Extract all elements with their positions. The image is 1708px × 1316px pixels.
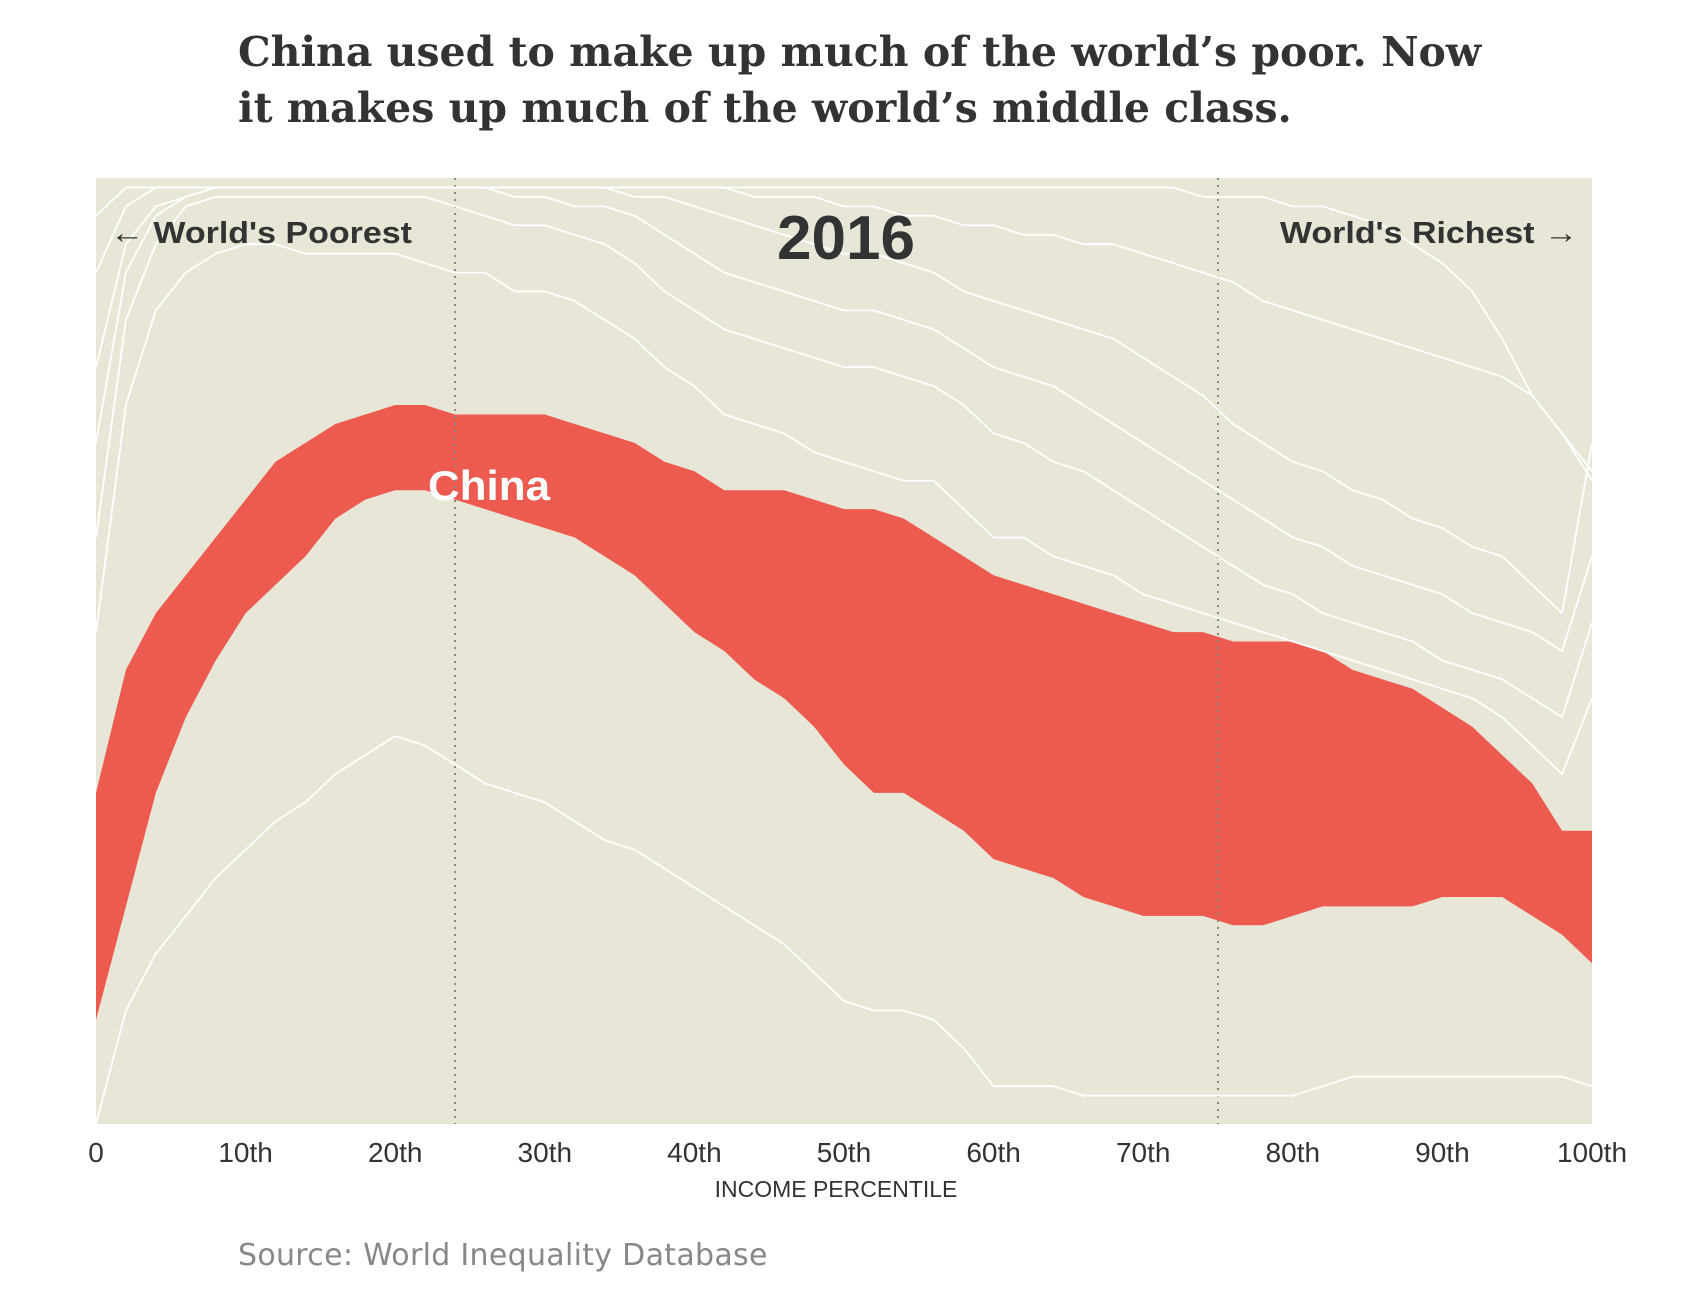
china-band [96, 405, 1592, 1020]
x-tick-label: 10th [218, 1137, 273, 1168]
chart-title-line-2: it makes up much of the world’s middle c… [238, 84, 1292, 132]
series-boundary-line [95, 186, 1593, 482]
x-tick-label: 20th [368, 1137, 423, 1168]
year-label: 2016 [777, 204, 915, 273]
x-tick-label: 0 [88, 1137, 104, 1168]
x-axis-ticks: 0 10th 20th 30th 40th 50th 60th 70th 80th 90th 100… [88, 1137, 1627, 1168]
series-boundary-lines [95, 186, 1593, 1125]
china-series-label: China [428, 462, 551, 509]
series-boundary-line [95, 196, 1593, 719]
series-bands [96, 405, 1592, 1020]
x-tick-label: 100th [1557, 1137, 1627, 1168]
series-boundary-line [95, 735, 1593, 1125]
worlds-richest-label: World's Richest → [1280, 215, 1578, 250]
x-tick-label: 40th [667, 1137, 722, 1168]
x-tick-label: 70th [1116, 1137, 1171, 1168]
chart-title: China used to make up much of the world’… [238, 24, 1482, 136]
x-tick-label: 60th [966, 1137, 1021, 1168]
worlds-poorest-label: ← World's Poorest [110, 215, 412, 250]
x-tick-label: 80th [1266, 1137, 1321, 1168]
series-boundary-line [95, 243, 1593, 775]
source-note: Source: World Inequality Database [238, 1238, 768, 1273]
x-tick-label: 50th [817, 1137, 872, 1168]
x-tick-label: 30th [518, 1137, 573, 1168]
x-axis-label: INCOME PERCENTILE [715, 1176, 958, 1202]
x-tick-label: 90th [1415, 1137, 1470, 1168]
chart-title-line-1: China used to make up much of the world’… [238, 28, 1482, 76]
